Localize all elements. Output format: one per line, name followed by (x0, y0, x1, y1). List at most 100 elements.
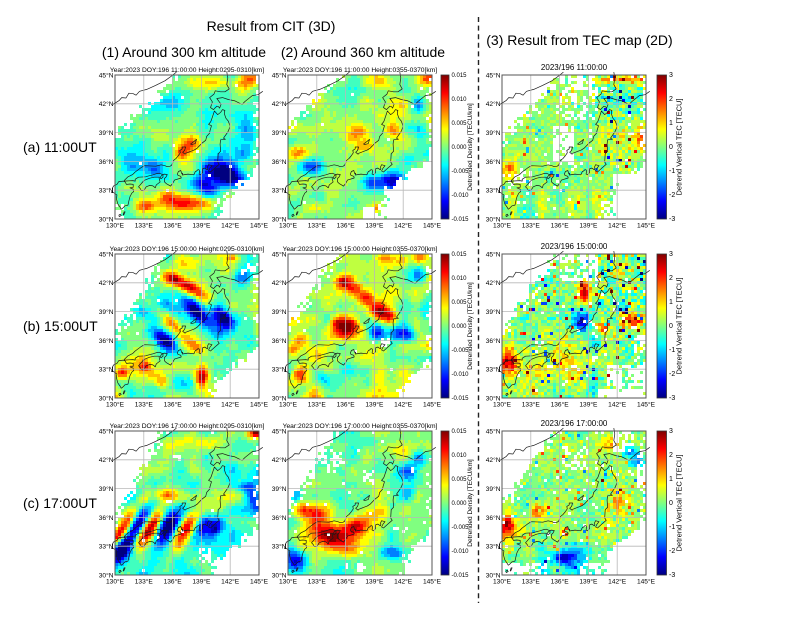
svg-text:39°N: 39°N (272, 129, 287, 137)
svg-text:139°E: 139°E (579, 222, 598, 230)
svg-text:-0.005: -0.005 (452, 525, 470, 531)
svg-text:-0.005: -0.005 (452, 169, 470, 175)
svg-text:2: 2 (669, 452, 673, 459)
svg-text:42°N: 42°N (99, 279, 114, 287)
svg-text:145°E: 145°E (637, 401, 656, 409)
svg-text:-0.010: -0.010 (452, 193, 470, 199)
svg-text:3: 3 (669, 251, 673, 258)
svg-text:0.005: 0.005 (452, 477, 468, 483)
svg-text:36°N: 36°N (486, 514, 501, 522)
svg-text:39°N: 39°N (272, 485, 287, 493)
svg-text:42°N: 42°N (272, 456, 287, 464)
svg-text:39°N: 39°N (99, 129, 114, 137)
svg-text:0.000: 0.000 (452, 501, 468, 507)
svg-text:30°N: 30°N (486, 215, 501, 223)
svg-text:(a) 11:00UT: (a) 11:00UT (23, 139, 97, 155)
svg-text:133°E: 133°E (135, 578, 154, 586)
svg-text:145°E: 145°E (637, 222, 656, 230)
svg-text:0.015: 0.015 (452, 252, 468, 258)
svg-text:33°N: 33°N (272, 543, 287, 551)
svg-text:145°E: 145°E (423, 222, 442, 230)
svg-text:Detrend Vertical TEC [TECU]: Detrend Vertical TEC [TECU] (675, 455, 684, 552)
svg-text:Result from CIT (3D): Result from CIT (3D) (207, 18, 336, 34)
svg-text:139°E: 139°E (365, 401, 384, 409)
svg-text:2: 2 (669, 275, 673, 282)
svg-text:0.005: 0.005 (452, 300, 468, 306)
svg-text:-0.015: -0.015 (452, 396, 470, 402)
svg-text:-1: -1 (669, 524, 675, 531)
svg-text:Detrended Density [TECU/km]: Detrended Density [TECU/km] (467, 282, 474, 370)
svg-text:36°N: 36°N (486, 337, 501, 345)
svg-text:130°E: 130°E (106, 578, 125, 586)
svg-text:-0.015: -0.015 (452, 217, 470, 223)
svg-text:33°N: 33°N (99, 366, 114, 374)
svg-text:142°E: 142°E (221, 401, 240, 409)
svg-text:39°N: 39°N (486, 485, 501, 493)
svg-text:Detrended Density [TECU/km]: Detrended Density [TECU/km] (467, 459, 474, 547)
svg-text:30°N: 30°N (272, 215, 287, 223)
svg-text:136°E: 136°E (337, 578, 356, 586)
svg-text:130°E: 130°E (279, 401, 298, 409)
svg-text:142°E: 142°E (608, 222, 627, 230)
svg-text:130°E: 130°E (279, 578, 298, 586)
svg-text:42°N: 42°N (486, 100, 501, 108)
svg-text:1: 1 (669, 120, 673, 127)
svg-text:(3) Result from TEC map (2D): (3) Result from TEC map (2D) (486, 32, 672, 48)
svg-text:145°E: 145°E (423, 578, 442, 586)
svg-text:Detrended Density [TECU/km]: Detrended Density [TECU/km] (467, 103, 474, 191)
svg-text:42°N: 42°N (486, 279, 501, 287)
svg-text:36°N: 36°N (272, 337, 287, 345)
svg-text:145°E: 145°E (250, 222, 269, 230)
svg-text:130°E: 130°E (106, 222, 125, 230)
svg-text:2: 2 (669, 96, 673, 103)
svg-text:39°N: 39°N (486, 308, 501, 316)
svg-text:0.015: 0.015 (452, 429, 468, 435)
svg-text:133°E: 133°E (308, 578, 327, 586)
svg-text:142°E: 142°E (394, 578, 413, 586)
svg-text:42°N: 42°N (99, 456, 114, 464)
svg-text:130°E: 130°E (106, 401, 125, 409)
svg-text:(2) Around 360 km altitude: (2) Around 360 km altitude (281, 44, 445, 60)
svg-text:2023/196 11:00:00: 2023/196 11:00:00 (541, 63, 608, 72)
svg-text:0.000: 0.000 (452, 324, 468, 330)
svg-text:142°E: 142°E (608, 578, 627, 586)
svg-text:30°N: 30°N (272, 571, 287, 579)
svg-text:(c) 17:00UT: (c) 17:00UT (23, 495, 97, 511)
svg-text:39°N: 39°N (486, 129, 501, 137)
svg-text:2023/196 17:00:00: 2023/196 17:00:00 (541, 419, 608, 428)
svg-text:0: 0 (669, 500, 673, 507)
svg-text:1: 1 (669, 476, 673, 483)
svg-text:0: 0 (669, 144, 673, 151)
svg-text:30°N: 30°N (99, 571, 114, 579)
svg-text:136°E: 136°E (551, 401, 570, 409)
svg-text:139°E: 139°E (192, 401, 211, 409)
svg-text:0: 0 (669, 323, 673, 330)
svg-text:-3: -3 (669, 216, 675, 223)
svg-text:0.010: 0.010 (452, 453, 468, 459)
svg-text:0.000: 0.000 (452, 145, 468, 151)
svg-text:1: 1 (669, 299, 673, 306)
svg-text:33°N: 33°N (99, 543, 114, 551)
svg-text:139°E: 139°E (192, 578, 211, 586)
svg-text:139°E: 139°E (365, 222, 384, 230)
svg-text:142°E: 142°E (608, 401, 627, 409)
svg-text:136°E: 136°E (337, 401, 356, 409)
svg-text:-1: -1 (669, 168, 675, 175)
svg-text:136°E: 136°E (164, 578, 183, 586)
svg-text:45°N: 45°N (272, 71, 287, 79)
svg-text:33°N: 33°N (272, 366, 287, 374)
svg-text:45°N: 45°N (486, 250, 501, 258)
svg-text:(1) Around 300 km altitude: (1) Around 300 km altitude (102, 44, 266, 60)
svg-text:42°N: 42°N (272, 100, 287, 108)
svg-text:145°E: 145°E (423, 401, 442, 409)
svg-text:36°N: 36°N (99, 337, 114, 345)
svg-text:0.010: 0.010 (452, 97, 468, 103)
svg-text:42°N: 42°N (99, 100, 114, 108)
svg-text:30°N: 30°N (99, 394, 114, 402)
svg-text:42°N: 42°N (272, 279, 287, 287)
svg-text:133°E: 133°E (308, 401, 327, 409)
svg-text:-2: -2 (669, 548, 675, 555)
svg-text:39°N: 39°N (99, 308, 114, 316)
svg-text:Detrend Vertical TEC [TECU]: Detrend Vertical TEC [TECU] (675, 99, 684, 196)
svg-text:133°E: 133°E (135, 222, 154, 230)
